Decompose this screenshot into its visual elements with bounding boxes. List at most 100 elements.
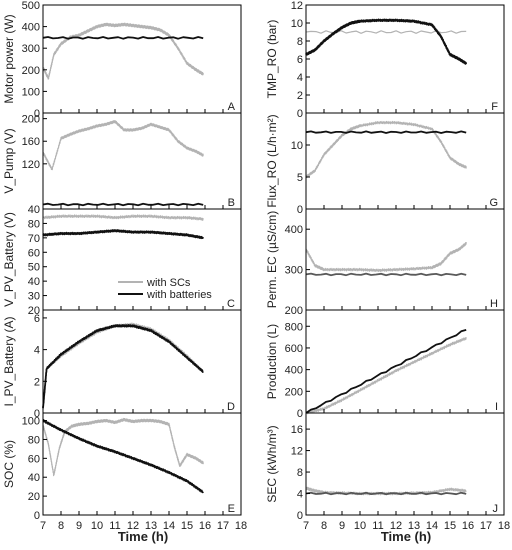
y-tick-label: 2 bbox=[34, 376, 40, 388]
y-tick-label: 5 bbox=[297, 172, 303, 184]
series-b-with-scs bbox=[42, 120, 204, 171]
y-tick-label: 0 bbox=[297, 408, 303, 420]
y-tick-label: 400 bbox=[22, 22, 40, 34]
plot-frame bbox=[305, 412, 505, 516]
y-tick-label: 8 bbox=[297, 467, 303, 479]
y-tick-label: 400 bbox=[285, 365, 303, 377]
y-axis-label: SEC (kWh/m³) bbox=[265, 425, 279, 502]
y-axis-label: Production (L) bbox=[265, 324, 279, 399]
y-tick-label: 160 bbox=[22, 136, 40, 148]
y-tick-label: 60 bbox=[28, 453, 40, 465]
series-g-with-batteries bbox=[305, 130, 467, 134]
x-tick-label: 17 bbox=[480, 520, 492, 532]
panel-e: 0 20 40 60 80 100 7 8 9 10 11 12 13 14 15 16 17 18 SOC (%)… bbox=[2, 412, 247, 532]
series-a-with-scs bbox=[42, 22, 204, 80]
plot-frame bbox=[305, 208, 505, 311]
y-tick-label: 4 bbox=[297, 489, 303, 501]
y-tick-label: 0 bbox=[34, 408, 40, 420]
series-a-with-batteries bbox=[42, 36, 204, 40]
plot-frame bbox=[42, 4, 242, 114]
y-tick-label: 50 bbox=[28, 262, 40, 274]
plot-frame bbox=[42, 412, 242, 516]
x-tick-label: 18 bbox=[235, 520, 247, 532]
panel-letter: D bbox=[227, 401, 235, 413]
x-tick-label: 7 bbox=[303, 520, 309, 532]
y-tick-label: 30 bbox=[28, 291, 40, 303]
x-axis-label-right: Time (h) bbox=[381, 529, 431, 544]
x-tick-label: 15 bbox=[444, 520, 456, 532]
x-tick-label: 18 bbox=[498, 520, 510, 532]
panel-letter: I bbox=[495, 401, 498, 413]
y-axis-label: I_PV_Battery (A) bbox=[2, 316, 16, 406]
series-e-with-batteries bbox=[42, 419, 204, 494]
y-tick-label: 20 bbox=[28, 491, 40, 503]
x-tick-label: 9 bbox=[76, 520, 82, 532]
x-tick-label: 15 bbox=[181, 520, 193, 532]
x-tick-label: 17 bbox=[217, 520, 229, 532]
y-tick-label: 600 bbox=[285, 343, 303, 355]
y-tick-label: 8 bbox=[297, 36, 303, 48]
legend-label: with SCs bbox=[146, 277, 191, 289]
y-tick-label: 4 bbox=[297, 72, 303, 84]
y-tick-label: 2 bbox=[297, 90, 303, 102]
x-tick-label: 12 bbox=[390, 520, 402, 532]
y-tick-label: 0 bbox=[297, 510, 303, 522]
x-tick-label: 16 bbox=[462, 520, 474, 532]
legend-label: with batteries bbox=[146, 289, 212, 301]
series-c-with-batteries bbox=[42, 229, 205, 240]
y-tick-label: 80 bbox=[28, 434, 40, 446]
y-axis-label: SOC (%) bbox=[2, 440, 16, 488]
x-tick-label: 10 bbox=[354, 520, 366, 532]
x-tick-label: 11 bbox=[109, 520, 120, 532]
series-j-with-batteries bbox=[305, 491, 467, 496]
x-tick-label: 14 bbox=[426, 520, 438, 532]
y-tick-label: 0 bbox=[297, 108, 303, 120]
series-e-with-scs bbox=[42, 417, 204, 477]
series-h-with-scs bbox=[305, 242, 467, 273]
panel-h: 200 300 400 Perm. EC (µS/cm) H bbox=[265, 208, 505, 317]
panel-b: 40 120 160 200 V_Pump (V) B bbox=[2, 112, 242, 216]
series-f-with-scs bbox=[305, 30, 467, 34]
y-tick-label: 0 bbox=[297, 204, 303, 216]
y-tick-label: 120 bbox=[22, 159, 40, 171]
y-tick-label: 800 bbox=[285, 321, 303, 333]
y-tick-label: 6 bbox=[34, 313, 40, 325]
x-tick-label: 8 bbox=[58, 520, 64, 532]
panel-letter: C bbox=[227, 298, 235, 310]
y-tick-label: 80 bbox=[28, 218, 40, 230]
y-tick-label: 10 bbox=[291, 18, 303, 30]
panel-f: 0 2 4 6 8 10 12 TMP_RO (bar) F bbox=[265, 0, 505, 120]
y-tick-label: 200 bbox=[22, 65, 40, 77]
panel-letter: H bbox=[490, 298, 498, 310]
series-c-with-scs bbox=[42, 214, 204, 221]
panel-letter: E bbox=[228, 503, 235, 515]
y-axis-label: Perm. EC (µS/cm) bbox=[265, 211, 279, 309]
x-tick-label: 10 bbox=[91, 520, 103, 532]
panel-g: 0 5 10 Flux_RO (L/h·m²) G bbox=[265, 112, 505, 216]
y-axis-label: Flux_RO (L/h·m²) bbox=[265, 114, 279, 207]
y-tick-label: 12 bbox=[291, 446, 303, 458]
plot-frame bbox=[42, 309, 242, 414]
y-axis-label: Motor power (W) bbox=[2, 14, 16, 103]
y-tick-label: 60 bbox=[28, 247, 40, 259]
x-tick-label: 13 bbox=[408, 520, 420, 532]
series-h-with-batteries bbox=[305, 272, 467, 277]
series-j-with-scs bbox=[305, 486, 467, 496]
y-tick-label: 4 bbox=[34, 345, 40, 357]
series-f-with-batteries bbox=[305, 18, 468, 65]
y-tick-label: 12 bbox=[291, 0, 303, 12]
y-tick-label: 40 bbox=[28, 276, 40, 288]
y-tick-label: 6 bbox=[297, 54, 303, 66]
x-tick-label: 11 bbox=[372, 520, 383, 532]
plot-frame bbox=[305, 112, 505, 210]
y-tick-label: 300 bbox=[285, 265, 303, 277]
series-d-with-scs bbox=[42, 322, 204, 410]
x-tick-label: 7 bbox=[40, 520, 46, 532]
y-tick-label: 200 bbox=[285, 386, 303, 398]
y-tick-label: 500 bbox=[22, 0, 40, 12]
y-tick-label: 40 bbox=[28, 204, 40, 216]
x-tick-label: 14 bbox=[163, 520, 175, 532]
